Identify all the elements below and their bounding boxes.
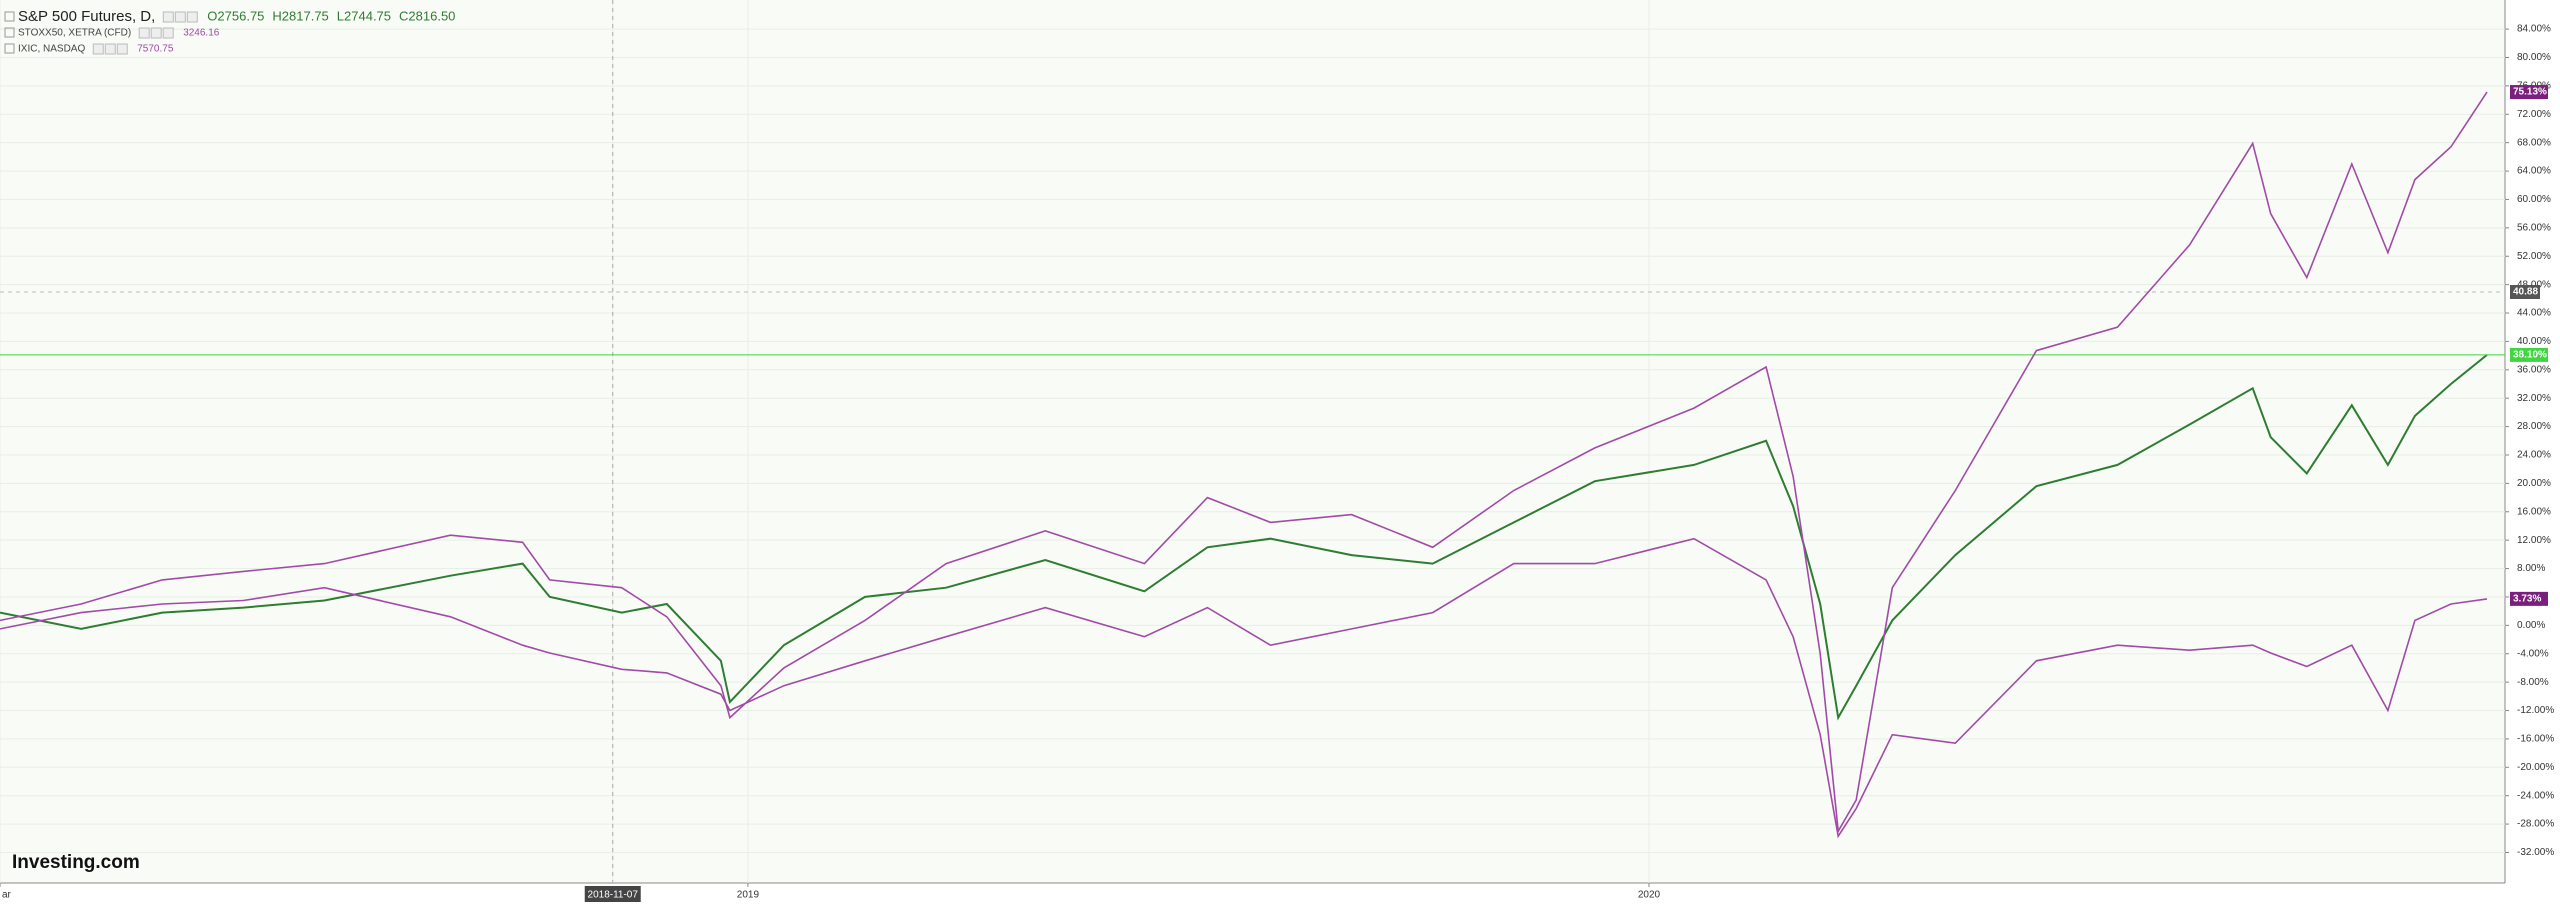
- x-tick-label: 2018-11-07: [588, 890, 639, 901]
- y-tick-label: 56.00%: [2517, 222, 2551, 233]
- legend-name: STOXX50, XETRA (CFD): [18, 28, 131, 39]
- y-tick-label: -16.00%: [2517, 734, 2554, 745]
- last-value-badge: [2510, 85, 2548, 100]
- annotation-label: 40.88: [2513, 287, 2538, 298]
- y-tick-label: 8.00%: [2517, 563, 2545, 574]
- legend-button[interactable]: [104, 43, 116, 55]
- series-line: [0, 537, 2488, 839]
- y-tick-label: 72.00%: [2517, 109, 2551, 120]
- y-tick-label: 12.00%: [2517, 535, 2551, 546]
- y-tick-label: 68.00%: [2517, 137, 2551, 148]
- legend-button[interactable]: [162, 27, 174, 39]
- y-tick-label: 52.00%: [2517, 251, 2551, 262]
- legend-button[interactable]: [116, 43, 128, 55]
- series-line: [0, 91, 2488, 834]
- y-tick-label: -20.00%: [2517, 762, 2554, 773]
- legend-name: S&P 500 Futures, D,: [18, 8, 155, 25]
- legend-button[interactable]: [138, 27, 150, 39]
- legend-value: 7570.75: [137, 44, 174, 55]
- plot-background: [0, 0, 2505, 883]
- y-tick-label: -4.00%: [2517, 648, 2549, 659]
- y-tick-label: 84.00%: [2517, 24, 2551, 35]
- legend-value: 3246.16: [183, 28, 220, 39]
- last-value-badge: [2510, 591, 2548, 606]
- y-tick-label: 60.00%: [2517, 194, 2551, 205]
- y-tick-label: 40.00%: [2517, 336, 2551, 347]
- y-tick-label: 20.00%: [2517, 478, 2551, 489]
- y-tick-label: 32.00%: [2517, 393, 2551, 404]
- legend-name: IXIC, NASDAQ: [18, 44, 85, 55]
- series-line: [0, 354, 2488, 721]
- crosshair-badge: [584, 886, 641, 902]
- logo: Investing.com: [12, 852, 140, 873]
- y-tick-label: -8.00%: [2517, 677, 2549, 688]
- y-tick-label: 36.00%: [2517, 364, 2551, 375]
- legend-button[interactable]: [174, 11, 186, 23]
- legend-value: O2756.75: [207, 8, 264, 23]
- x-tick-label: 2020: [1638, 890, 1661, 901]
- last-value-label: 75.13%: [2513, 87, 2547, 98]
- legend-value: L2744.75: [337, 8, 391, 23]
- y-tick-label: 16.00%: [2517, 506, 2551, 517]
- y-tick-label: -32.00%: [2517, 847, 2554, 858]
- legend-icon: [4, 11, 15, 22]
- y-tick-label: 44.00%: [2517, 308, 2551, 319]
- y-tick-label: 64.00%: [2517, 166, 2551, 177]
- y-tick-label: 0.00%: [2517, 620, 2545, 631]
- legend-button[interactable]: [150, 27, 162, 39]
- legend-icon: [4, 27, 15, 38]
- y-tick-label: 48.00%: [2517, 279, 2551, 290]
- y-tick-label: -24.00%: [2517, 790, 2554, 801]
- x-tick-label: ar: [2, 890, 12, 901]
- last-value-label: 3.73%: [2513, 594, 2541, 605]
- legend-button[interactable]: [92, 43, 104, 55]
- last-value-label: 38.10%: [2513, 350, 2547, 361]
- y-tick-label: 80.00%: [2517, 52, 2551, 63]
- annotation-badge: [2510, 285, 2540, 299]
- legend-button[interactable]: [162, 11, 174, 23]
- legend-value: C2816.50: [399, 8, 455, 23]
- y-tick-label: -12.00%: [2517, 705, 2554, 716]
- legend-value: H2817.75: [272, 8, 328, 23]
- last-value-badge: [2510, 347, 2548, 362]
- y-tick-label: 28.00%: [2517, 421, 2551, 432]
- x-tick-label: 2019: [737, 890, 760, 901]
- y-tick-label: 24.00%: [2517, 450, 2551, 461]
- legend-icon: [4, 43, 15, 54]
- y-tick-label: -28.00%: [2517, 819, 2554, 830]
- legend-button[interactable]: [186, 11, 198, 23]
